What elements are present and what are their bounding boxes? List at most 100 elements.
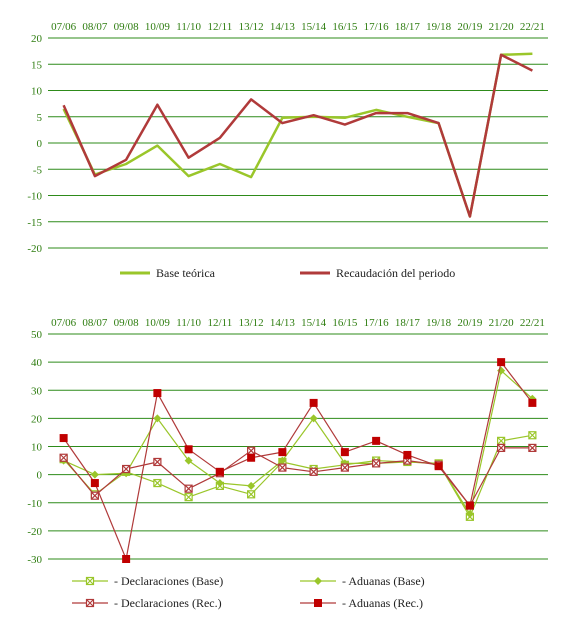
legend-marker [85, 598, 95, 608]
y-tick-label: 30 [31, 385, 43, 397]
legend-label: - Declaraciones (Base) [114, 574, 223, 588]
data-point [59, 434, 68, 443]
series-aduanas-base [59, 366, 537, 518]
x-category-label: 19/18 [426, 317, 452, 329]
y-tick-label: 0 [37, 470, 43, 482]
x-category-label: 15/14 [301, 317, 327, 329]
legend-item: - Aduanas (Base) [300, 574, 425, 588]
data-point [497, 443, 506, 453]
x-category-label: 16/15 [332, 317, 358, 329]
legend: - Declaraciones (Base) - Aduanas (Base) - … [72, 574, 425, 610]
x-category-label: 09/08 [114, 317, 140, 329]
x-category-label: 16/15 [332, 21, 358, 33]
x-category-label: 18/17 [395, 21, 421, 33]
data-point [278, 448, 287, 457]
series-aduanas-rec [59, 358, 537, 563]
y-tick-label: -10 [27, 498, 42, 510]
y-tick-label: 5 [37, 112, 43, 124]
data-point [372, 436, 381, 445]
series-line [63, 361, 533, 560]
x-category-label: 10/09 [145, 21, 171, 33]
y-tick-label: -5 [33, 164, 43, 176]
y-tick-label: -10 [27, 191, 42, 203]
data-point [184, 493, 193, 502]
y-tick-label: 50 [31, 329, 43, 341]
x-category-label: 18/17 [395, 317, 421, 329]
y-tick-label: -20 [27, 526, 42, 538]
x-category-label: 14/13 [270, 317, 296, 329]
data-point [528, 443, 537, 453]
x-category-label: 19/18 [426, 21, 452, 33]
x-category-label: 10/09 [145, 317, 171, 329]
data-point [340, 463, 349, 472]
x-category-label: 14/13 [270, 21, 296, 33]
gridlines [48, 37, 548, 249]
legend-marker [314, 577, 322, 585]
legend-item: - Declaraciones (Rec.) [72, 596, 222, 610]
data-point [90, 470, 99, 479]
data-point [184, 445, 193, 454]
series-line [63, 447, 533, 507]
x-category-label: 07/06 [51, 317, 77, 329]
y-tick-label: 20 [31, 413, 43, 425]
x-category-label: 13/12 [239, 317, 264, 329]
data-point [247, 453, 256, 462]
data-point [153, 478, 162, 488]
data-point [184, 484, 193, 493]
legend-marker [314, 599, 322, 607]
legend-marker [85, 576, 95, 586]
data-point [372, 459, 381, 468]
data-point [465, 501, 474, 510]
data-point [278, 463, 287, 472]
data-point [153, 414, 162, 423]
data-point [497, 436, 506, 445]
data-point [403, 450, 412, 459]
series-declaraciones-base [59, 431, 537, 521]
y-tick-label: -30 [27, 554, 42, 566]
x-category-label: 22/21 [520, 317, 545, 329]
data-point [497, 358, 506, 367]
x-category-label: 07/06 [51, 21, 77, 33]
series-recaudaci-n-del-periodo [62, 53, 533, 218]
x-category-label: 20/19 [457, 317, 483, 329]
y-tick-label: 10 [31, 442, 43, 454]
legend-label: - Aduanas (Base) [342, 574, 425, 588]
x-category-label: 21/20 [489, 21, 515, 33]
data-point [59, 453, 68, 462]
x-category-label: 08/07 [82, 21, 108, 33]
y-tick-label: 20 [31, 33, 43, 45]
legend-label: Base teórica [156, 266, 216, 280]
y-tick-label: 0 [37, 138, 43, 150]
data-point [528, 398, 537, 407]
x-category-label: 11/10 [176, 317, 201, 329]
legend: Base teórica Recaudación del periodo [120, 266, 455, 280]
x-category-label: 09/08 [114, 21, 140, 33]
x-category-label: 17/16 [364, 317, 390, 329]
data-point [434, 462, 443, 471]
y-tick-label: 40 [31, 357, 43, 369]
y-tick-label: -15 [27, 217, 42, 229]
data-point [184, 456, 193, 465]
series-line [62, 53, 533, 218]
x-category-label: 11/10 [176, 21, 201, 33]
chart-top: 20 15 10 5 0 -5 -10 -15 -20 07/06 08/07 09/08 10/09 1… [27, 21, 548, 280]
x-category-label: 12/11 [208, 317, 233, 329]
data-point [278, 456, 287, 465]
x-category-label: 15/14 [301, 21, 327, 33]
data-point [340, 448, 349, 457]
series-line [63, 434, 533, 518]
x-category-label: 21/20 [489, 317, 515, 329]
data-point [465, 510, 474, 518]
data-point [215, 467, 224, 476]
data-point [247, 490, 256, 499]
data-point [528, 431, 537, 440]
legend-label: - Declaraciones (Rec.) [114, 596, 222, 610]
y-tick-label: 10 [31, 86, 43, 98]
data-point [153, 457, 162, 467]
legend-item: Recaudación del periodo [300, 266, 455, 280]
data-point [247, 481, 256, 490]
legend-label: - Aduanas (Rec.) [342, 596, 423, 610]
data-point [247, 446, 256, 455]
